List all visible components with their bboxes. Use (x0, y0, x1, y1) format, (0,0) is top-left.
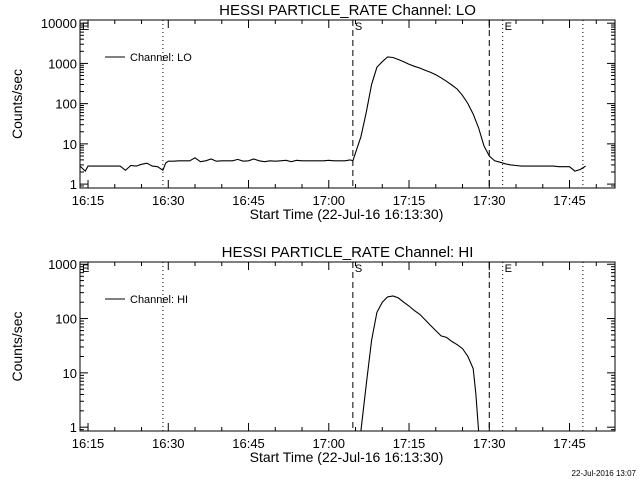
chart1-marker-label-2: S (355, 21, 362, 33)
chart1-marker-label-0: E (82, 21, 89, 33)
chart2-x-tick-label-0: 16:15 (72, 436, 105, 451)
chart1-y-axis-label: Counts/sec (9, 69, 25, 139)
chart1-y-tick-label-0: 1 (70, 177, 77, 192)
chart1-x-tick-label-1: 16:30 (152, 193, 185, 208)
chart2-series-line-0 (360, 295, 480, 432)
footer-timestamp: 22-Jul-2016 13:07 (571, 469, 637, 478)
chart2-y-tick-label-2: 100 (55, 312, 77, 327)
chart2-y-axis-label: Counts/sec (9, 311, 25, 381)
chart2-x-axis-label: Start Time (22-Jul-16 16:13:30) (250, 449, 444, 465)
chart1-series-line-0 (79, 56, 586, 172)
chart2-y-tick-label-1: 10 (63, 366, 77, 381)
chart2-x-tick-label-2: 16:45 (232, 436, 265, 451)
chart2-x-tick-label-4: 17:15 (393, 436, 426, 451)
chart1-marker-label-4: E (505, 21, 512, 33)
chart2-marker-label-4: E (505, 263, 512, 275)
chart1-x-axis-label: Start Time (22-Jul-16 16:13:30) (250, 206, 444, 222)
chart2-x-tick-label-6: 17:45 (553, 436, 586, 451)
chart1-plot-frame (79, 19, 616, 189)
chart2-x-tick-label-5: 17:30 (473, 436, 506, 451)
chart1-y-tick-label-2: 100 (55, 97, 77, 112)
chart2-y-tick-label-3: 1000 (48, 257, 77, 272)
chart1-x-tick-label-0: 16:15 (72, 193, 105, 208)
chart2-title: HESSI PARTICLE_RATE Channel: HI (222, 244, 474, 261)
chart1-y-tick-label-1: 10 (63, 137, 77, 152)
chart2-legend-label: Channel: HI (130, 294, 188, 306)
chart2-plot-frame (79, 261, 616, 432)
chart1-legend-label: Channel: LO (130, 52, 192, 64)
chart2-marker-label-0: E (82, 263, 89, 275)
chart1-x-tick-label-5: 17:30 (473, 193, 506, 208)
chart2-x-tick-label-1: 16:30 (152, 436, 185, 451)
chart1-y-tick-label-4: 10000 (41, 16, 77, 31)
chart1-y-tick-label-3: 1000 (48, 56, 77, 71)
chart1-x-tick-label-6: 17:45 (553, 193, 586, 208)
chart1-title: HESSI PARTICLE_RATE Channel: LO (219, 2, 476, 19)
chart1-x-tick-label-4: 17:15 (393, 193, 426, 208)
chart2-marker-label-2: S (355, 263, 362, 275)
chart2-x-tick-label-3: 17:00 (313, 436, 346, 451)
chart2-y-tick-label-0: 1 (70, 420, 77, 435)
chart1-x-tick-label-2: 16:45 (232, 193, 265, 208)
chart1-x-tick-label-3: 17:00 (313, 193, 346, 208)
